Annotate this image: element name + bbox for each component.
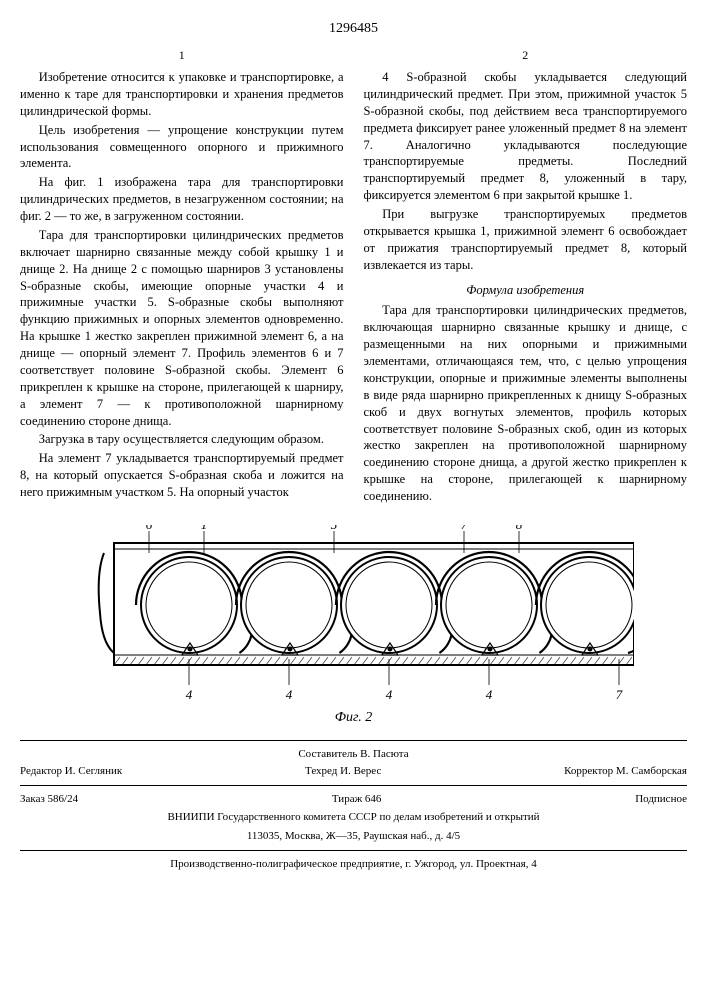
left-column: 1 Изобретение относится к упаковке и тра… xyxy=(20,47,344,507)
svg-text:5: 5 xyxy=(330,525,337,532)
para: На фиг. 1 изображена тара для транспорти… xyxy=(20,174,344,225)
svg-text:4: 4 xyxy=(185,687,192,702)
footer-press: Производственно-полиграфическое предприя… xyxy=(20,857,687,872)
left-col-number: 1 xyxy=(20,47,344,63)
para: На элемент 7 укладывается транспортируем… xyxy=(20,450,344,501)
svg-text:7: 7 xyxy=(615,687,622,702)
formula-heading: Формула изобретения xyxy=(364,282,688,299)
footer: Составитель В. Пасюта Редактор И. Сеглян… xyxy=(20,740,687,872)
para: Загрузка в тару осуществляется следующим… xyxy=(20,431,344,448)
footer-podpis: Подписное xyxy=(635,792,687,807)
footer-tirazh: Тираж 646 xyxy=(332,792,382,807)
right-column: 2 4 S-образной скобы укладывается следую… xyxy=(364,47,688,507)
figure-2: 6 1 5 7 8 4 4 4 4 7 xyxy=(74,525,634,705)
footer-order: Заказ 586/24 xyxy=(20,792,78,807)
para: Цель изобретения — упрощение конструкции… xyxy=(20,122,344,173)
formula-text: Тара для транспортировки цилиндрических … xyxy=(364,302,688,505)
svg-text:1: 1 xyxy=(200,525,207,532)
para: Тара для транспортировки цилиндрических … xyxy=(20,227,344,430)
svg-text:4: 4 xyxy=(285,687,292,702)
footer-org2: 113035, Москва, Ж—35, Раушская наб., д. … xyxy=(20,829,687,844)
patent-number: 1296485 xyxy=(20,20,687,39)
text-columns: 1 Изобретение относится к упаковке и тра… xyxy=(20,47,687,507)
footer-corrector: Корректор М. Самборская xyxy=(564,764,687,779)
svg-text:8: 8 xyxy=(515,525,522,532)
footer-compiler: Составитель В. Пасюта xyxy=(298,747,408,762)
svg-text:7: 7 xyxy=(460,525,467,532)
para: Изобретение относится к упаковке и транс… xyxy=(20,69,344,120)
para: 4 S-образной скобы укладывается следующи… xyxy=(364,69,688,204)
svg-text:4: 4 xyxy=(385,687,392,702)
right-col-number: 2 xyxy=(364,47,688,63)
svg-text:4: 4 xyxy=(485,687,492,702)
footer-techred: Техред И. Верес xyxy=(305,764,381,779)
footer-editor: Редактор И. Сегляник xyxy=(20,764,122,779)
footer-org1: ВНИИПИ Государственного комитета СССР по… xyxy=(20,810,687,825)
para: При выгрузке транспортируемых предметов … xyxy=(364,206,688,274)
svg-text:6: 6 xyxy=(145,525,152,532)
figure-caption: Фиг. 2 xyxy=(20,709,687,728)
